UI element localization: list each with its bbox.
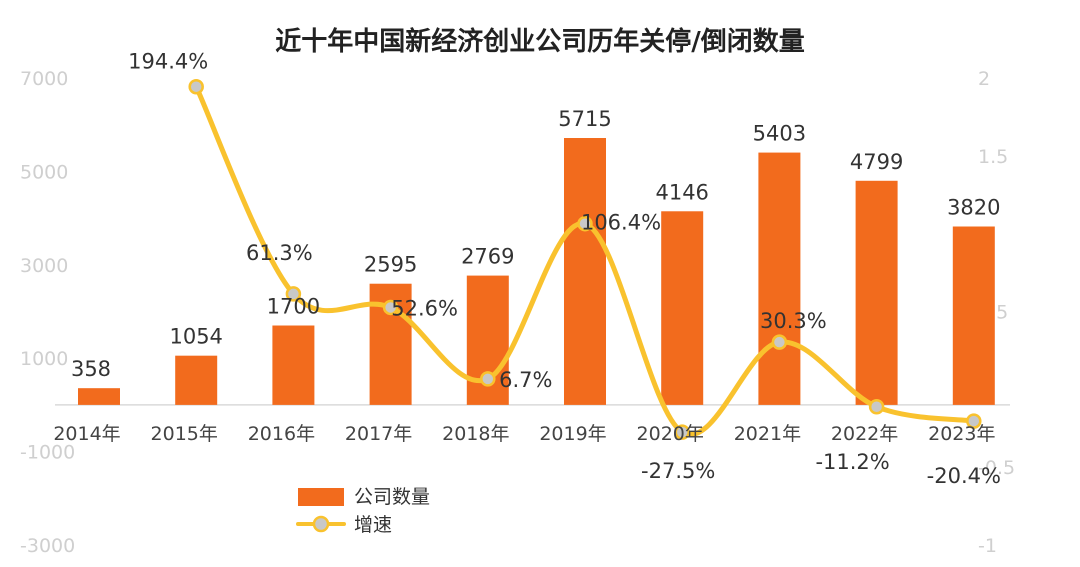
bar-value-label: 5403 — [753, 122, 806, 146]
bar-value-label: 2595 — [364, 253, 417, 277]
bar-series — [78, 138, 995, 405]
y-left-tick-label: 5000 — [20, 161, 68, 183]
x-tick-label: 2022年 — [831, 423, 898, 445]
bar-value-label: 358 — [71, 357, 111, 381]
bar-value-label: 3820 — [947, 196, 1000, 220]
bar — [564, 138, 606, 405]
x-tick-label: 2015年 — [151, 423, 218, 445]
y-left-tick-label: -3000 — [20, 535, 75, 557]
legend-marker-line — [312, 515, 330, 533]
bar-value-label: 4799 — [850, 150, 903, 174]
line-point — [480, 371, 496, 387]
y-left-tick-label: 1000 — [20, 348, 68, 370]
x-tick-label: 2014年 — [53, 423, 120, 445]
bar-value-label: 2769 — [461, 245, 514, 269]
bar-value-label: 1054 — [169, 325, 222, 349]
growth-value-label: -20.4% — [927, 464, 1001, 488]
rate-labels: 194.4% 61.3% 52.6% 6.7% 106.4% -27.5% 30.3% -11… — [128, 50, 1001, 488]
x-tick-label: 2023年 — [928, 423, 995, 445]
y-right-tick-label: 1.5 — [978, 146, 1008, 168]
bar — [78, 388, 120, 405]
legend-swatch-bar — [298, 488, 344, 506]
x-tick-label: 2020年 — [637, 423, 704, 445]
x-tick-label: 2017年 — [345, 423, 412, 445]
growth-value-label: 6.7% — [499, 368, 552, 392]
growth-value-label: 30.3% — [760, 309, 827, 333]
bar-value-label: 1700 — [267, 295, 320, 319]
line-point — [868, 399, 885, 415]
y-right-tick-label: -1 — [978, 535, 997, 557]
line-markers — [188, 78, 982, 440]
bar — [758, 152, 801, 405]
line-point — [382, 299, 399, 316]
growth-value-label: 61.3% — [246, 241, 313, 265]
y-left-tick-label: 3000 — [20, 255, 68, 277]
y-left-tick-label: -1000 — [20, 442, 75, 464]
line-point — [771, 334, 788, 350]
line-point — [577, 215, 593, 232]
chart-title: 近十年中国新经济创业公司历年关停/倒闭数量 — [275, 26, 805, 57]
x-tick-label: 2021年 — [734, 423, 801, 445]
y-right-tick-label: -0.5 — [978, 457, 1015, 479]
bar-labels: 358 1054 1700 2595 2769 5715 4146 5403 4799 3820 — [71, 107, 1001, 381]
bar — [855, 180, 898, 405]
line-point — [188, 78, 204, 95]
y-axis-left: 7000 5000 3000 1000 -1000 -3000 — [20, 68, 75, 557]
y-left-tick-label: 7000 — [20, 68, 68, 90]
bar-value-label: 5715 — [558, 107, 611, 131]
growth-value-label: 194.4% — [128, 50, 208, 74]
bar — [952, 226, 995, 405]
line-point — [285, 286, 302, 302]
growth-value-label: -27.5% — [641, 459, 715, 483]
growth-value-label: -11.2% — [815, 450, 889, 474]
line-point — [674, 424, 690, 440]
x-tick-label: 2016年 — [248, 423, 315, 445]
line-point — [966, 413, 982, 429]
x-tick-label: 2019年 — [539, 423, 606, 445]
bar-value-label: 4146 — [655, 180, 708, 204]
x-axis-ticks: 2014年 2015年 2016年 2017年 2018年 2019年 2020年 2021年… — [53, 423, 995, 445]
x-tick-label: 2018年 — [442, 423, 509, 445]
y-right-tick-label: 2 — [978, 68, 990, 90]
bar — [661, 211, 704, 405]
bar — [272, 325, 315, 405]
legend-label-bar: 公司数量 — [354, 486, 430, 508]
legend: 公司数量 增速 — [296, 486, 430, 536]
growth-value-label: 106.4% — [581, 211, 661, 235]
bar — [175, 355, 218, 405]
growth-value-label: 52.6% — [391, 296, 458, 320]
legend-label-line: 增速 — [354, 514, 392, 536]
